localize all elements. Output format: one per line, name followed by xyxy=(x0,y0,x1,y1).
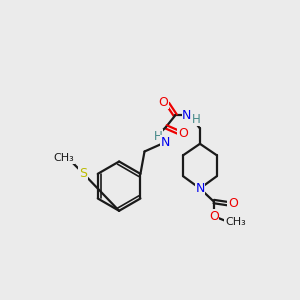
Text: O: O xyxy=(178,127,188,140)
Text: O: O xyxy=(209,210,219,223)
Text: H: H xyxy=(154,130,163,142)
Text: N: N xyxy=(160,136,170,149)
Text: O: O xyxy=(228,197,238,210)
Text: CH₃: CH₃ xyxy=(225,217,246,227)
Text: N: N xyxy=(195,182,205,195)
Text: O: O xyxy=(158,96,168,109)
Text: H: H xyxy=(192,113,200,126)
Text: N: N xyxy=(182,109,191,122)
Text: S: S xyxy=(79,167,87,180)
Text: CH₃: CH₃ xyxy=(53,153,74,164)
